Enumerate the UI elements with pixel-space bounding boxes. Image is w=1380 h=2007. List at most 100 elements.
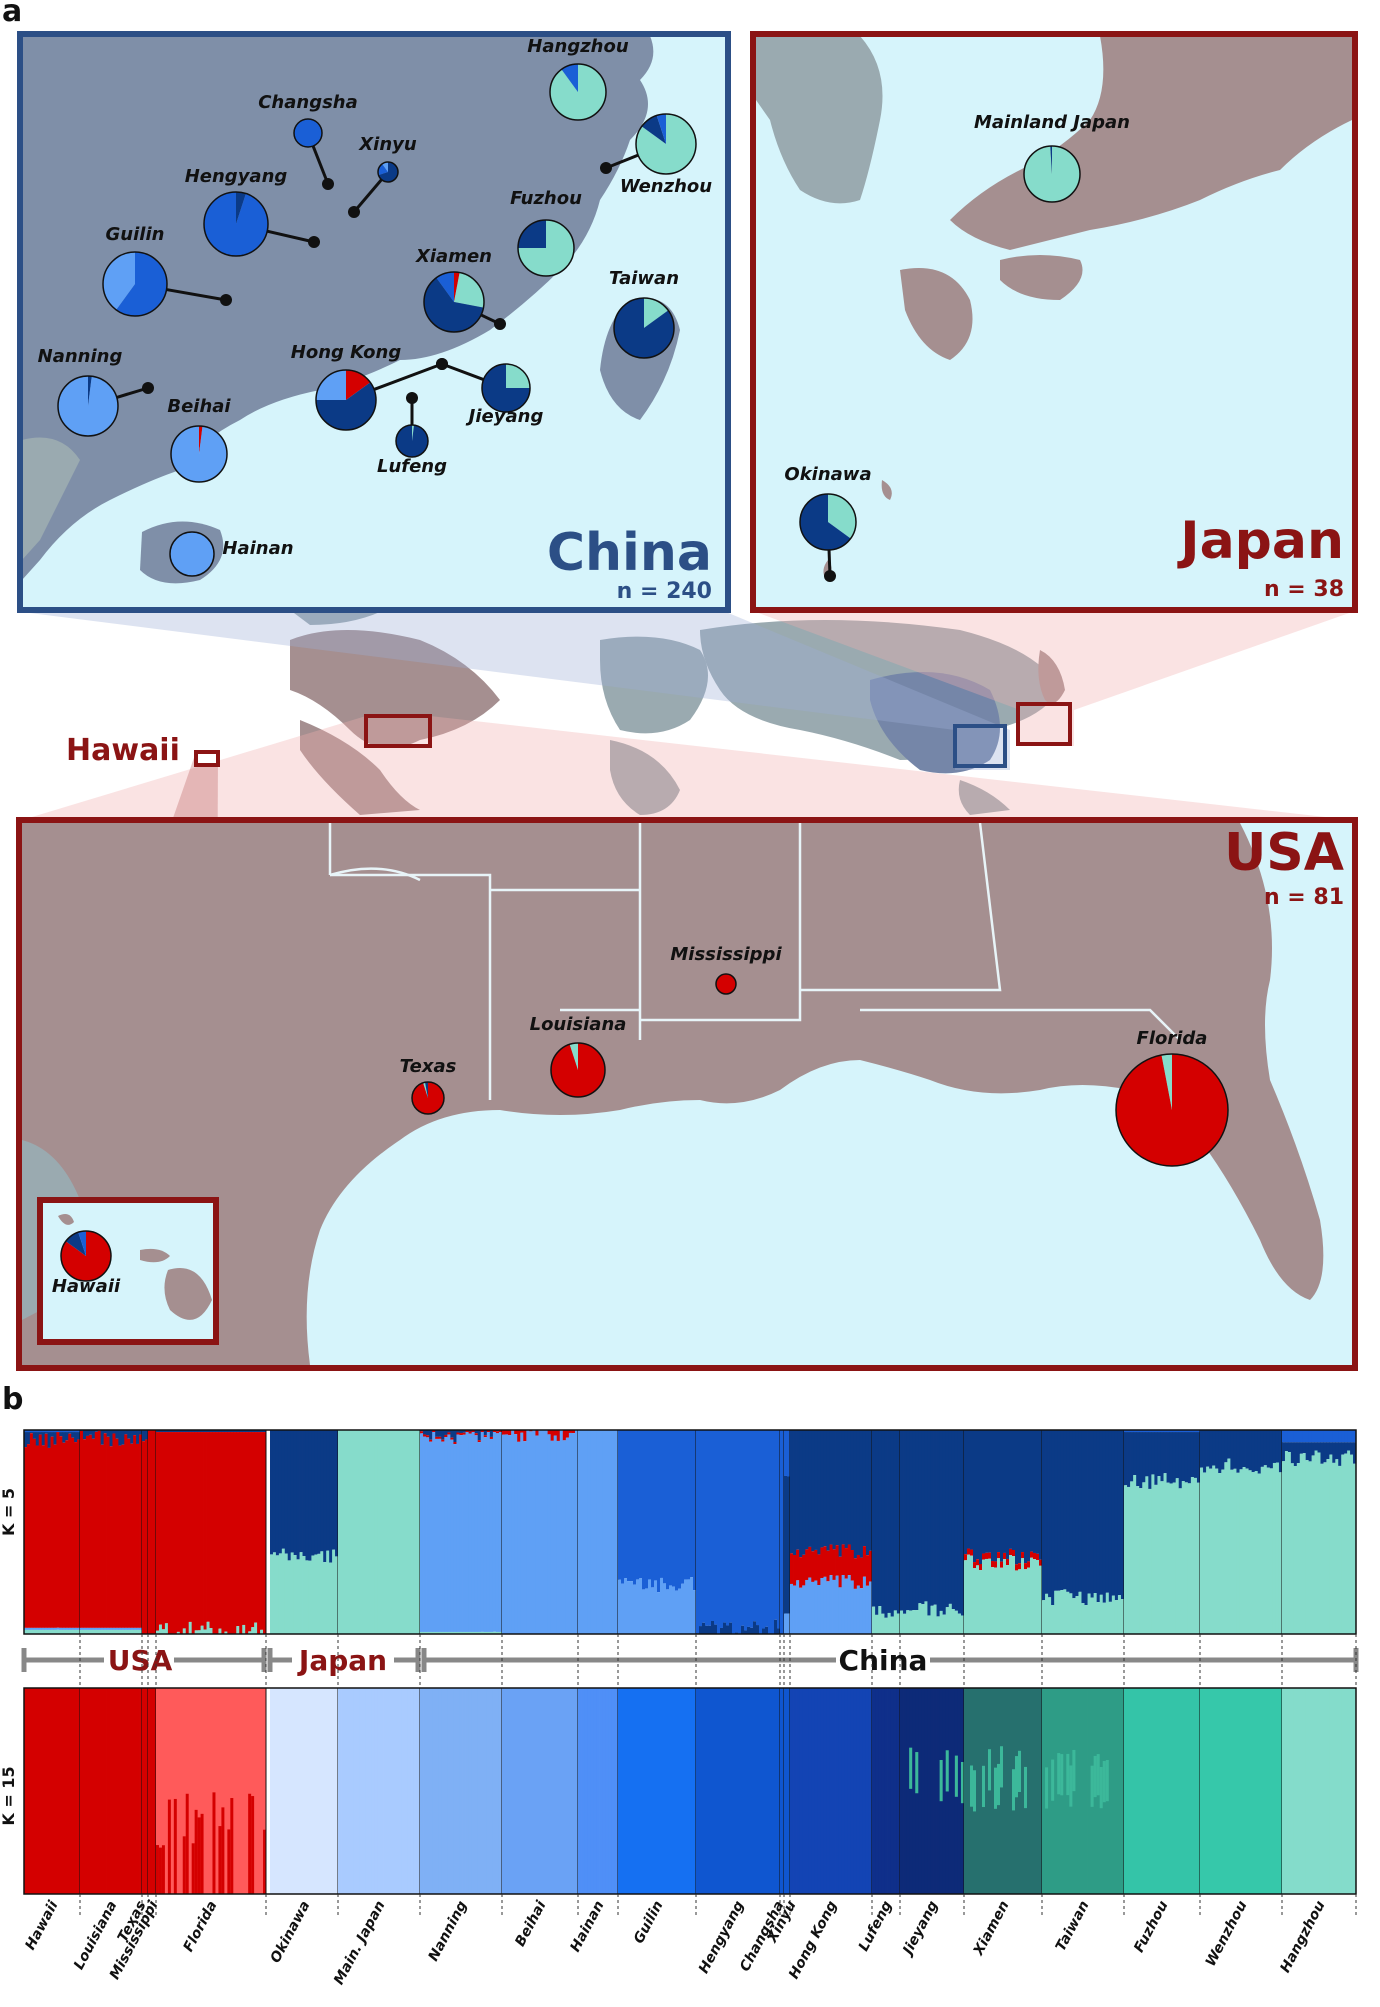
k5-bar-18-1-2	[1045, 1430, 1049, 1594]
k15-bar-10-0	[618, 1688, 622, 1894]
k15-bar-7-3	[429, 1688, 433, 1894]
k5-bar-1-6-1	[97, 1629, 102, 1634]
k5-bar-20-0-1	[1200, 1467, 1204, 1634]
k15-bar-8-12	[538, 1688, 542, 1894]
k5-bar-19-18-2	[1178, 1432, 1183, 1489]
k5-bar-17-20-2	[1024, 1430, 1028, 1564]
k15-bar-8-2	[508, 1688, 512, 1894]
map-pies: HangzhouChangshaXinyuWenzhouHengyangFuzh…	[38, 36, 1229, 1297]
k15-bar-21-24	[1353, 1688, 1357, 1894]
k5-bar-21-1-2	[1284, 1442, 1289, 1452]
k5-bar-0-14-2	[65, 1432, 69, 1441]
k5-bar-11-16-3	[744, 1430, 748, 1631]
k5-bar-21-15-3	[1326, 1430, 1330, 1443]
k5-bar-20-1-1	[1203, 1472, 1207, 1634]
k5-bar-8-0-0	[502, 1430, 506, 1435]
k5-bar-18-24-1	[1114, 1600, 1119, 1634]
k5-bar-21-0-1	[1282, 1461, 1286, 1634]
k15-bar-21-12	[1317, 1688, 1321, 1894]
k5-bar-11-15-3	[741, 1430, 745, 1626]
k15-bar-20-7	[1221, 1688, 1225, 1894]
k5-bar-4-0-1	[156, 1630, 160, 1634]
k5-bar-11-19-3	[753, 1430, 757, 1622]
k5-bar-4-1-1	[158, 1624, 163, 1634]
k15-bar-12-0	[780, 1688, 785, 1894]
k5-bar-14-24-4	[862, 1576, 867, 1634]
k5-bar-6-19-1	[395, 1430, 400, 1634]
site-label-xiamen: Xiamen	[415, 246, 492, 267]
k5-bar-7-17-0	[471, 1430, 476, 1433]
pie-slice-florida-0	[1115, 1054, 1228, 1167]
k15-bar-1-0	[80, 1688, 84, 1894]
k5-bar-0-12-0	[59, 1436, 63, 1628]
k15-bar-4-11	[188, 1688, 193, 1894]
k15-bar-11-6	[714, 1688, 718, 1894]
k5-bar-4-16-0	[203, 1432, 207, 1630]
k5-bar-20-7-1	[1221, 1469, 1225, 1634]
k5-bar-10-21-3	[681, 1430, 685, 1584]
k5-bar-4-20-2	[215, 1430, 219, 1433]
k5-bar-4-14-0	[197, 1432, 201, 1631]
k5-bar-5-2-2	[275, 1430, 280, 1556]
k5-bar-19-21-3	[1187, 1430, 1192, 1433]
pie-leader-xinyu	[352, 178, 383, 213]
k5-bar-19-16-2	[1172, 1432, 1177, 1483]
k5-bar-19-4-1	[1136, 1486, 1140, 1634]
k5-bar-4-16-1	[203, 1629, 207, 1634]
k5-bar-16-18-2	[954, 1430, 959, 1611]
k5-bar-1-16-1	[127, 1629, 131, 1634]
k5-bar-14-8-4	[814, 1580, 818, 1634]
k5-bar-19-15-3	[1169, 1430, 1174, 1433]
k5-bar-3-0-0	[148, 1430, 152, 1634]
k5-bar-8-23-0	[571, 1430, 576, 1434]
k5-bar-8-2-0	[508, 1430, 512, 1436]
k5-bar-18-9-2	[1069, 1430, 1073, 1594]
k5-bar-19-20-1	[1184, 1482, 1189, 1634]
k5-bar-20-20-1	[1260, 1466, 1265, 1634]
k5-bar-6-20-1	[398, 1430, 403, 1634]
pie-outline-jieyang	[481, 363, 531, 413]
k5-bar-21-20-1	[1341, 1454, 1345, 1634]
k5-bar-7-2-0	[426, 1435, 430, 1438]
k5-bar-8-20-4	[562, 1440, 567, 1634]
k5-bar-0-11-3	[56, 1430, 60, 1433]
k15-bar-7-25	[495, 1688, 500, 1894]
k15-bar-9-2	[584, 1688, 588, 1894]
k5-bar-1-13-0	[118, 1445, 122, 1628]
k5-bar-9-3-4	[587, 1430, 591, 1634]
k5-bar-21-18-2	[1335, 1442, 1339, 1460]
k5-bar-12-0-3	[780, 1430, 785, 1634]
k5-bar-7-5-2	[435, 1430, 439, 1437]
k15-bar-14-25	[865, 1688, 870, 1894]
pie-slice-okinawa-1	[828, 494, 856, 539]
k5-bar-17-7-2	[985, 1430, 989, 1553]
k5-bar-7-7-4	[441, 1441, 445, 1632]
k5-bar-0-9-4	[50, 1627, 54, 1630]
k5-bar-19-6-2	[1142, 1432, 1146, 1483]
k5-bar-1-0-4	[80, 1627, 84, 1630]
pie-xiamen: Xiamen	[415, 246, 506, 333]
k5-bar-15-1-2	[875, 1430, 879, 1615]
k5-bar-17-25-1	[1039, 1565, 1043, 1634]
k15-bar-17-21	[1027, 1688, 1031, 1894]
k5-bar-4-18-0	[209, 1432, 213, 1629]
k5-bar-4-9-2	[182, 1430, 187, 1433]
k5-bar-10-9-4	[645, 1588, 649, 1634]
k5-bar-18-14-1	[1084, 1605, 1088, 1634]
k5-bar-19-22-1	[1190, 1477, 1195, 1634]
k5-bar-16-17-1	[951, 1608, 956, 1634]
k5-bar-16-7-2	[921, 1430, 925, 1605]
k15-accent-18-6	[1060, 1754, 1064, 1796]
pop-label-wenzhou: Wenzhou	[1203, 1898, 1251, 1969]
k5-bar-11-23-2	[765, 1626, 769, 1634]
k5-bar-17-0-2	[964, 1430, 968, 1555]
k5-bar-19-20-2	[1184, 1432, 1189, 1483]
k5-bar-1-15-4	[124, 1627, 128, 1630]
k5-bar-1-8-1	[103, 1629, 107, 1634]
k5-bar-15-5-2	[887, 1430, 892, 1613]
k15-bar-19-11	[1157, 1688, 1161, 1894]
k15-bar-4-31	[248, 1688, 252, 1894]
k5-bar-14-18-4	[844, 1578, 849, 1634]
k5-bar-21-2-1	[1287, 1452, 1292, 1634]
k5-bar-17-23-0	[1033, 1552, 1037, 1560]
